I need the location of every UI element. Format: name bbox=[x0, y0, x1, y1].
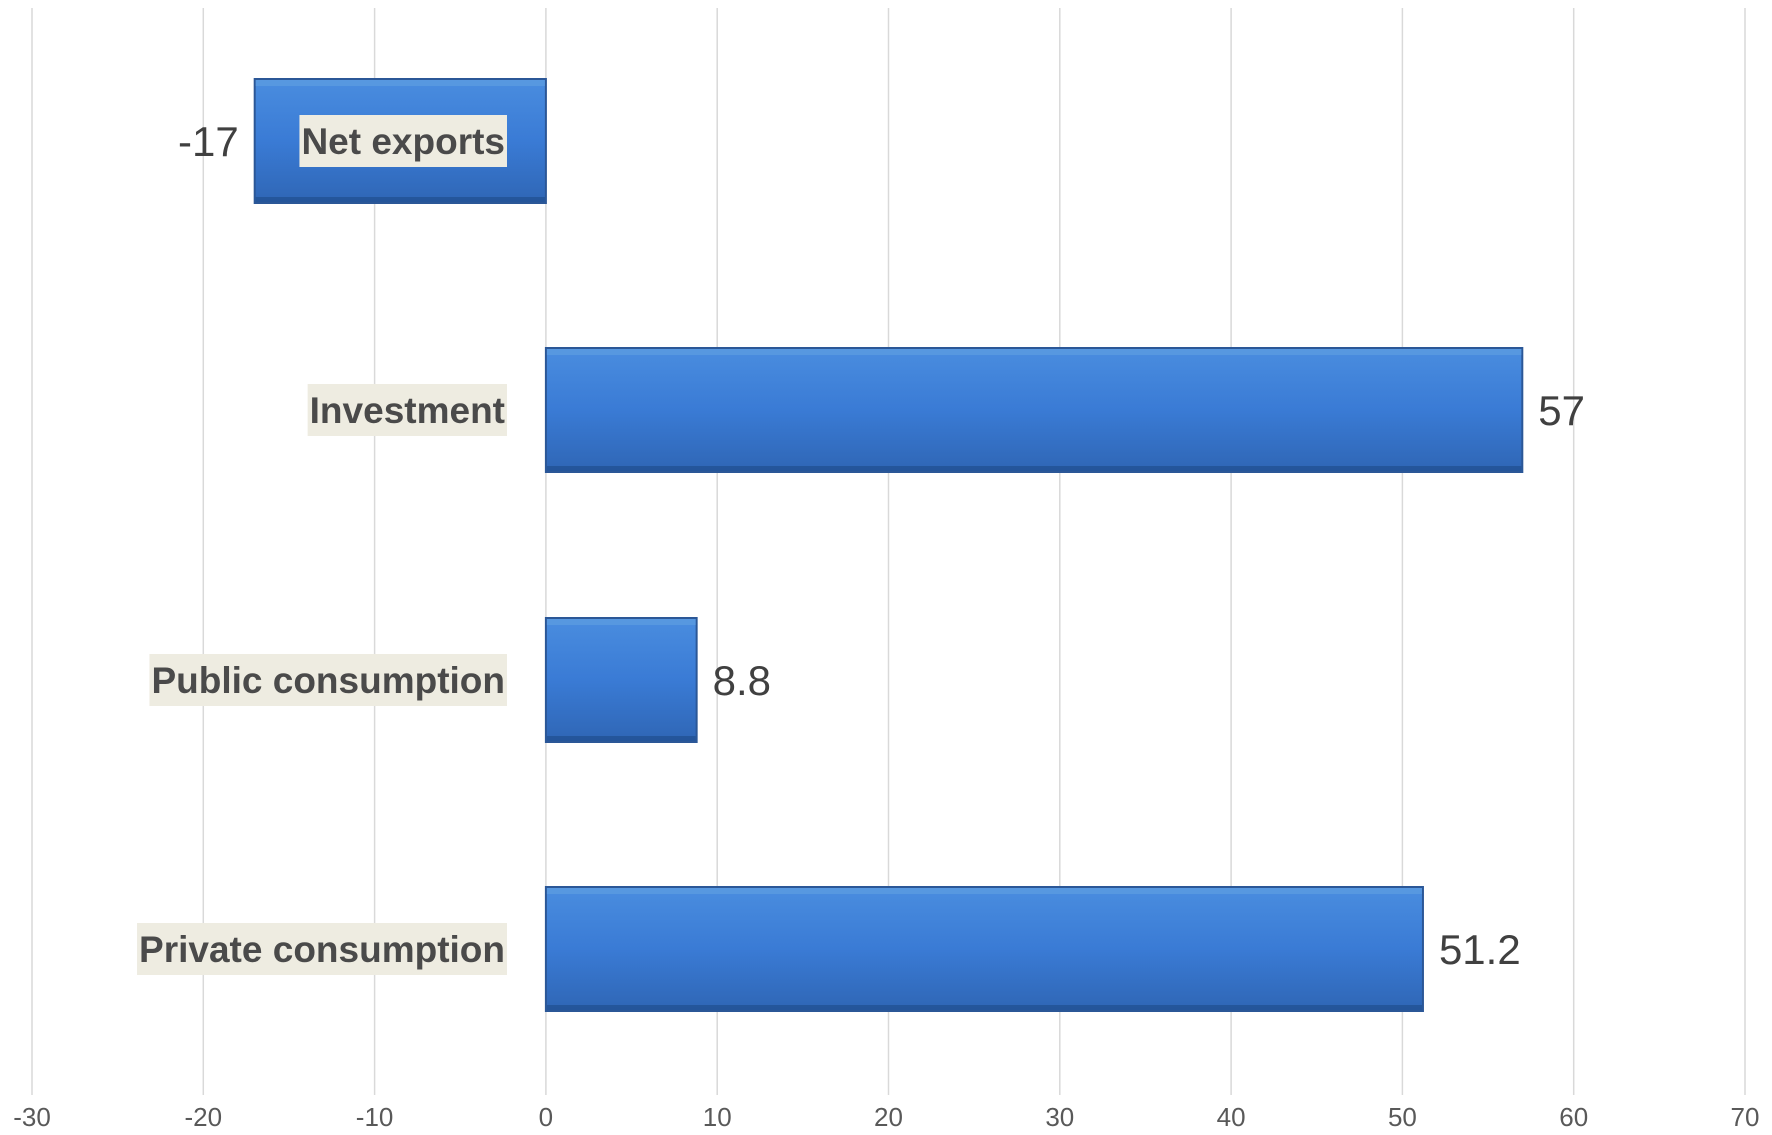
svg-text:Private consumption: Private consumption bbox=[139, 929, 505, 970]
data-label: 8.8 bbox=[713, 657, 771, 704]
bar bbox=[544, 347, 1524, 473]
data-label: 57 bbox=[1538, 387, 1585, 434]
svg-text:Investment: Investment bbox=[310, 390, 505, 431]
category-label: Public consumption bbox=[149, 654, 507, 706]
data-label: 51.2 bbox=[1439, 926, 1521, 973]
data-label: -17 bbox=[178, 118, 239, 165]
data-labels: -17 57 8.8 51.2 bbox=[178, 118, 1585, 973]
x-tick-label: 10 bbox=[703, 1102, 732, 1132]
x-tick-label: 50 bbox=[1388, 1102, 1417, 1132]
x-tick-label: 0 bbox=[539, 1102, 553, 1132]
x-tick-label: 60 bbox=[1559, 1102, 1588, 1132]
x-axis-tick-labels: -30 -20 -10 0 10 20 30 40 50 60 70 bbox=[13, 1102, 1759, 1132]
x-tick-label: 70 bbox=[1731, 1102, 1760, 1132]
svg-text:Net exports: Net exports bbox=[301, 121, 505, 162]
bar bbox=[544, 886, 1424, 1012]
x-tick-label: -10 bbox=[356, 1102, 394, 1132]
x-tick-label: 40 bbox=[1217, 1102, 1246, 1132]
bar bbox=[544, 617, 698, 743]
category-label: Private consumption bbox=[137, 923, 507, 975]
category-label: Investment bbox=[307, 384, 507, 436]
x-tick-label: -20 bbox=[185, 1102, 223, 1132]
x-tick-label: 30 bbox=[1045, 1102, 1074, 1132]
x-tick-label: -30 bbox=[13, 1102, 51, 1132]
category-label: Net exports bbox=[299, 115, 507, 167]
svg-text:Public consumption: Public consumption bbox=[151, 660, 505, 701]
category-labels: Net exports Investment Public consumption P… bbox=[137, 115, 507, 975]
x-tick-label: 20 bbox=[874, 1102, 903, 1132]
